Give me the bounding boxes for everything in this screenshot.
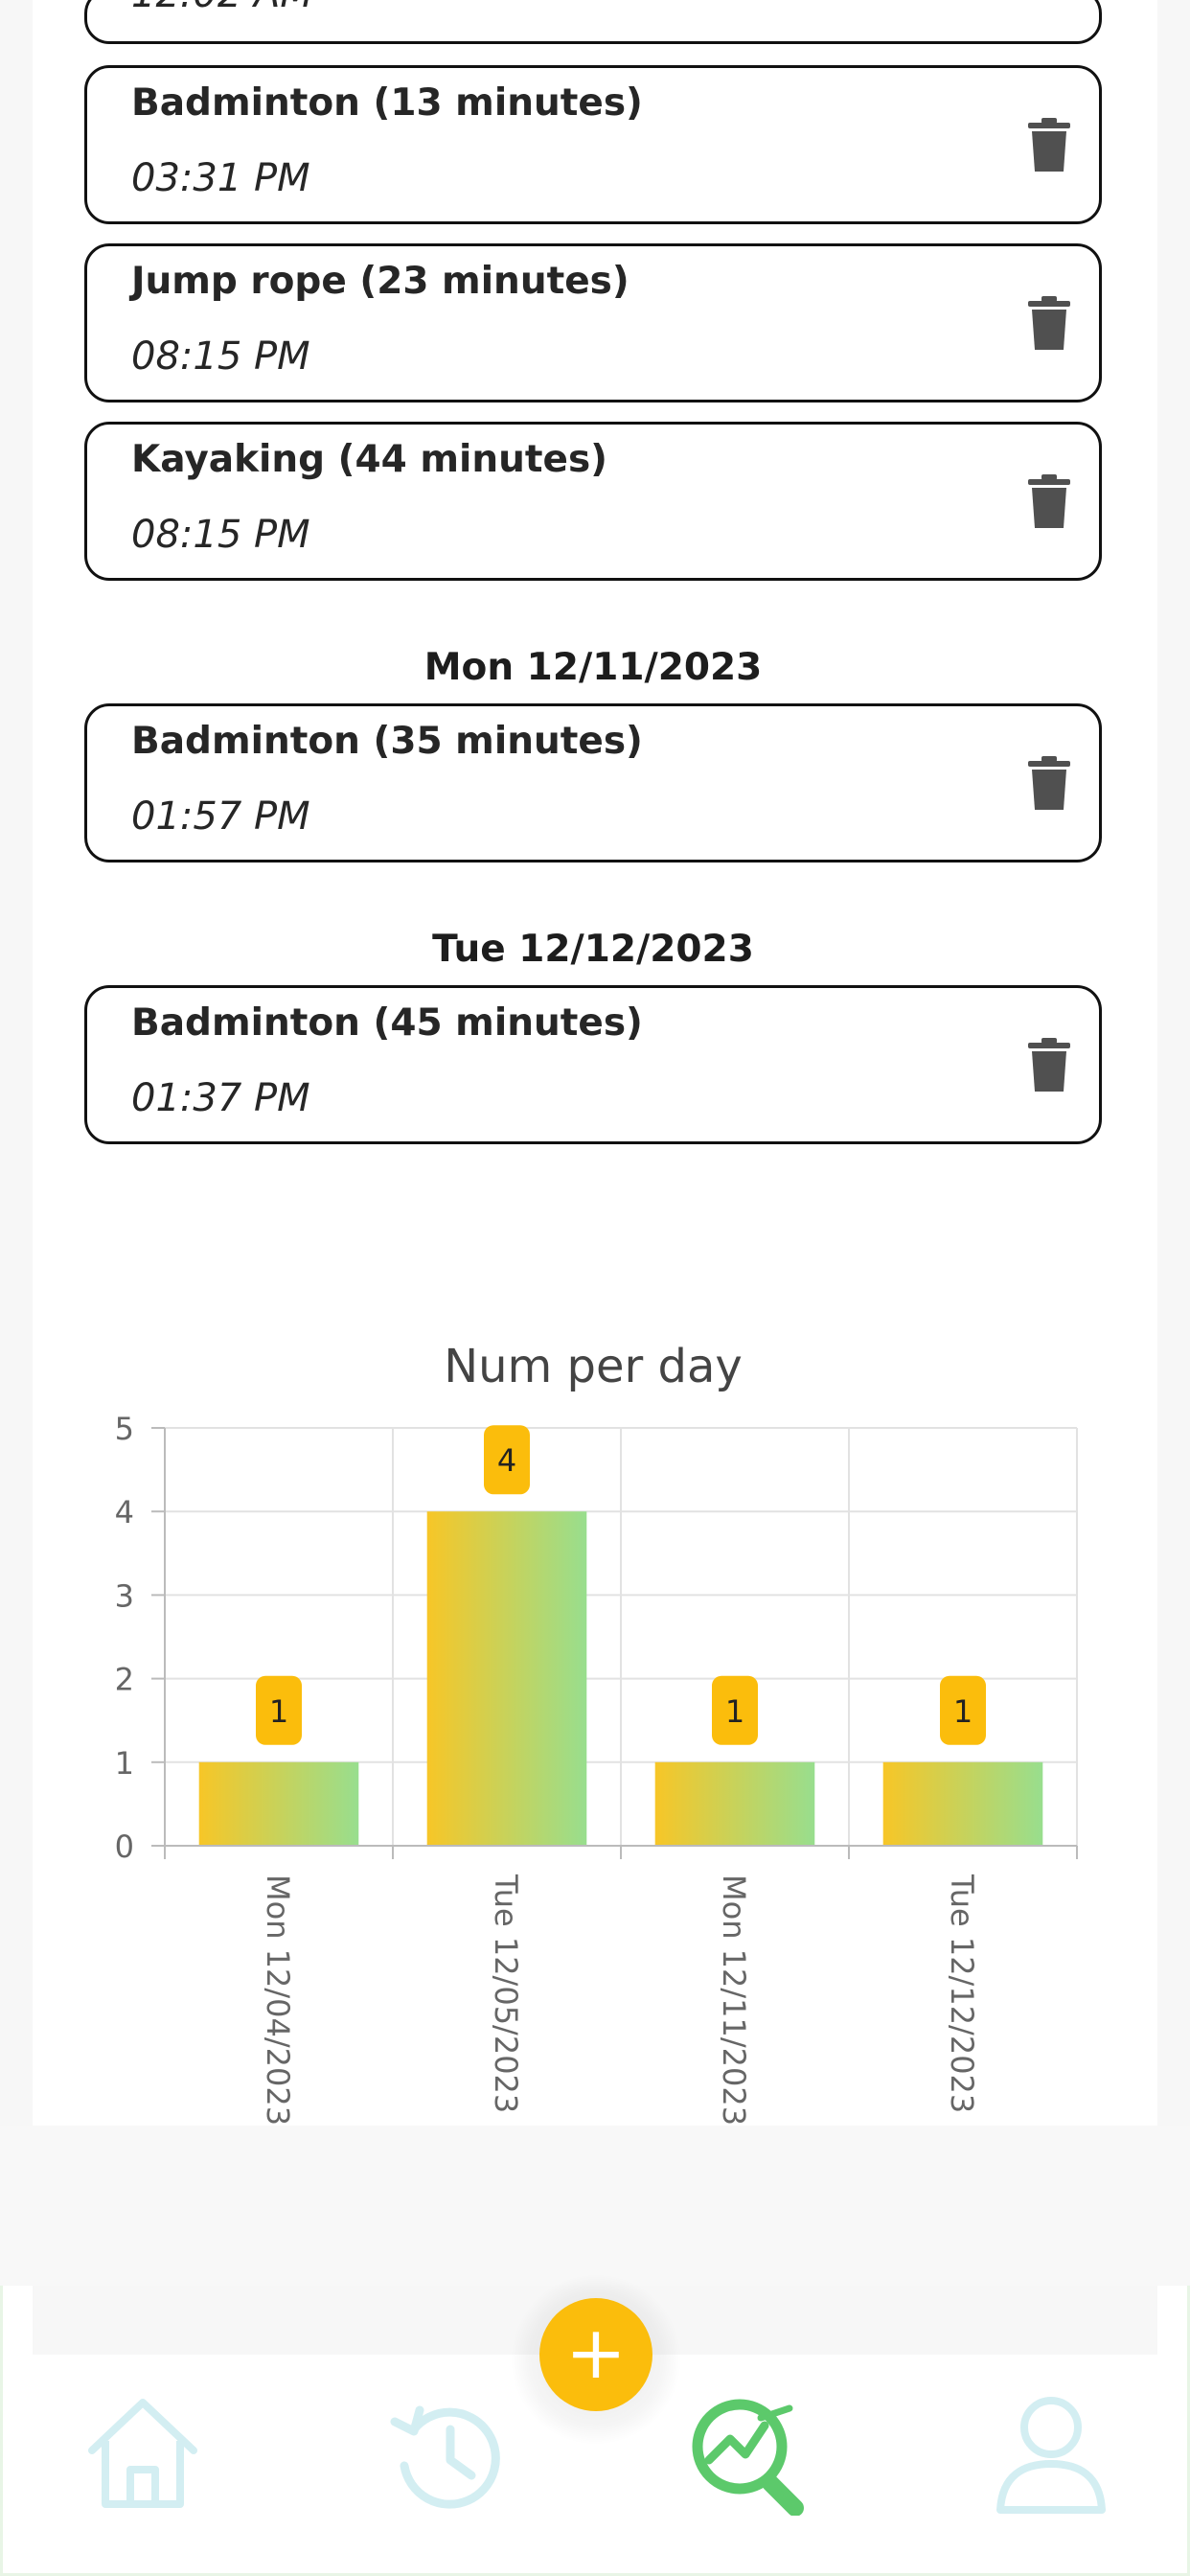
num-per-day-chart: Num per day 1 4 1 1 0 1 2 3 4 5 Mon 12/04/2023 Tue… bbox=[115, 1340, 1078, 2126]
activity-title: Badminton (35 minutes) bbox=[131, 720, 643, 763]
left-background-strip bbox=[0, 0, 33, 2281]
y-tick-label: 2 bbox=[115, 1662, 134, 1698]
activity-title: Badminton (45 minutes) bbox=[131, 1001, 643, 1045]
data-label: 1 bbox=[725, 1693, 744, 1730]
data-label: 1 bbox=[953, 1693, 973, 1730]
bar[interactable] bbox=[882, 1761, 1043, 1846]
x-category-label: Mon 12/11/2023 bbox=[716, 1874, 752, 2126]
y-tick-label: 5 bbox=[115, 1411, 134, 1447]
x-category-label: Tue 12/12/2023 bbox=[944, 1874, 980, 2113]
date-header: Tue 12/12/2023 bbox=[432, 928, 754, 971]
trash-icon[interactable] bbox=[1028, 296, 1070, 350]
x-category-label: Mon 12/04/2023 bbox=[260, 1874, 296, 2126]
activity-time: 01:37 PM bbox=[131, 1076, 310, 1120]
bottom-spacer bbox=[0, 2126, 1190, 2288]
y-tick-label: 1 bbox=[115, 1745, 134, 1782]
trash-icon[interactable] bbox=[1028, 756, 1070, 810]
bar[interactable] bbox=[198, 1761, 359, 1846]
analytics-icon[interactable] bbox=[690, 2391, 814, 2516]
bar[interactable] bbox=[654, 1761, 815, 1846]
activity-entry[interactable]: Badminton (35 minutes) 01:57 PM bbox=[84, 703, 1102, 862]
date-header: Mon 12/11/2023 bbox=[423, 646, 763, 689]
chart-title: Num per day bbox=[444, 1340, 743, 1393]
trash-icon[interactable] bbox=[1028, 118, 1070, 172]
data-label: 1 bbox=[269, 1693, 288, 1730]
activity-time: 08:15 PM bbox=[131, 334, 310, 379]
activity-time: 12:02 AM bbox=[131, 0, 313, 16]
data-label-badge bbox=[712, 1675, 758, 1745]
activity-entry[interactable]: Kayaking (44 minutes) 08:15 PM bbox=[84, 422, 1102, 581]
activity-entry[interactable]: Jump rope (23 minutes) 08:15 PM bbox=[84, 243, 1102, 402]
activity-title: Kayaking (44 minutes) bbox=[131, 438, 607, 481]
data-label: 4 bbox=[497, 1442, 516, 1479]
right-background-strip bbox=[1157, 0, 1190, 2281]
activity-title: Badminton (13 minutes) bbox=[131, 81, 643, 125]
chart-panel: Num per day 1 4 1 1 0 1 2 3 4 5 Mon 12/04/2023 Tue… bbox=[84, 1263, 1102, 2126]
y-tick-label: 0 bbox=[115, 1828, 134, 1865]
home-icon[interactable] bbox=[80, 2391, 205, 2516]
trash-icon[interactable] bbox=[1028, 474, 1070, 528]
data-label-badge bbox=[256, 1675, 302, 1745]
y-tick-label: 3 bbox=[115, 1577, 134, 1614]
profile-icon[interactable] bbox=[989, 2391, 1113, 2516]
activity-time: 08:15 PM bbox=[131, 513, 310, 557]
activity-time: 01:57 PM bbox=[131, 794, 310, 839]
activity-entry[interactable]: 12:02 AM bbox=[84, 0, 1102, 44]
trash-icon[interactable] bbox=[1028, 1038, 1070, 1092]
activity-entry[interactable]: Badminton (13 minutes) 03:31 PM bbox=[84, 65, 1102, 224]
data-label-badge bbox=[940, 1675, 986, 1745]
x-category-label: Tue 12/05/2023 bbox=[488, 1874, 524, 2113]
data-label-badge bbox=[484, 1425, 530, 1495]
activity-title: Jump rope (23 minutes) bbox=[131, 260, 629, 303]
bar[interactable] bbox=[426, 1511, 587, 1846]
add-activity-button[interactable]: + bbox=[539, 2298, 652, 2411]
plus-icon: + bbox=[565, 2310, 627, 2395]
history-icon[interactable] bbox=[385, 2391, 510, 2516]
activity-time: 03:31 PM bbox=[131, 156, 310, 200]
activity-entry[interactable]: Badminton (45 minutes) 01:37 PM bbox=[84, 985, 1102, 1144]
y-tick-label: 4 bbox=[115, 1494, 134, 1530]
